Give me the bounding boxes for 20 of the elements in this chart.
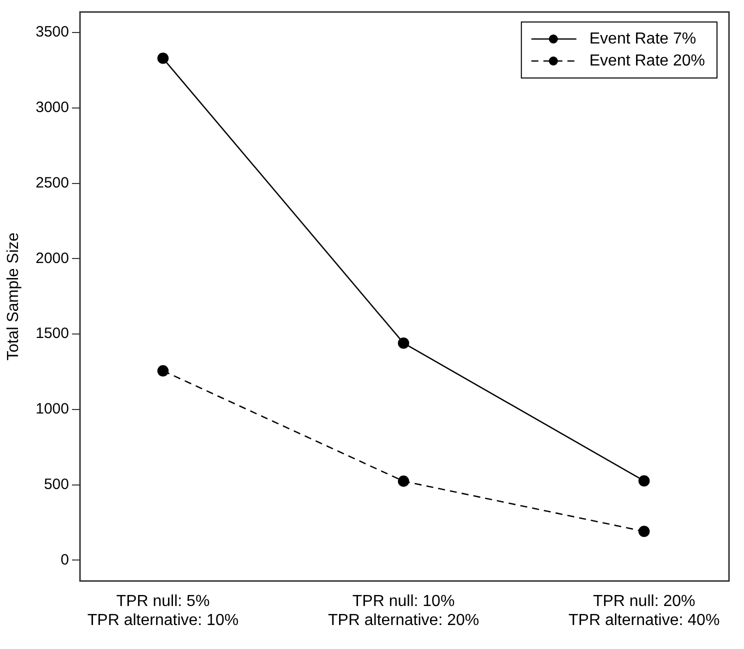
y-tick-label: 1500: [36, 325, 69, 342]
point: [638, 475, 650, 487]
legend-label: Event Rate 20%: [589, 52, 705, 70]
y-tick-label: 1000: [36, 400, 69, 418]
y-tick-label: 500: [44, 476, 69, 493]
y-tick-label: 2000: [36, 250, 69, 267]
y-axis-title: Total Sample Size: [5, 232, 22, 361]
y-tick-label: 3500: [36, 24, 69, 41]
point: [398, 476, 410, 487]
y-tick-label: 3000: [36, 99, 69, 116]
point: [398, 337, 410, 349]
point: [157, 52, 169, 64]
x-tick-label: TPR null: 20% TPR alternative: 40%: [568, 593, 720, 630]
point: [638, 526, 650, 538]
y-tick-label: 0: [60, 551, 69, 568]
y-tick-label: 2500: [36, 174, 69, 192]
legend-label: Event Rate 7%: [589, 30, 696, 48]
point: [157, 365, 169, 376]
x-tick-label: TPR null: 5% TPR alternative: 10%: [87, 593, 239, 630]
x-tick-label: TPR null: 10% TPR alternative: 20%: [328, 593, 480, 630]
